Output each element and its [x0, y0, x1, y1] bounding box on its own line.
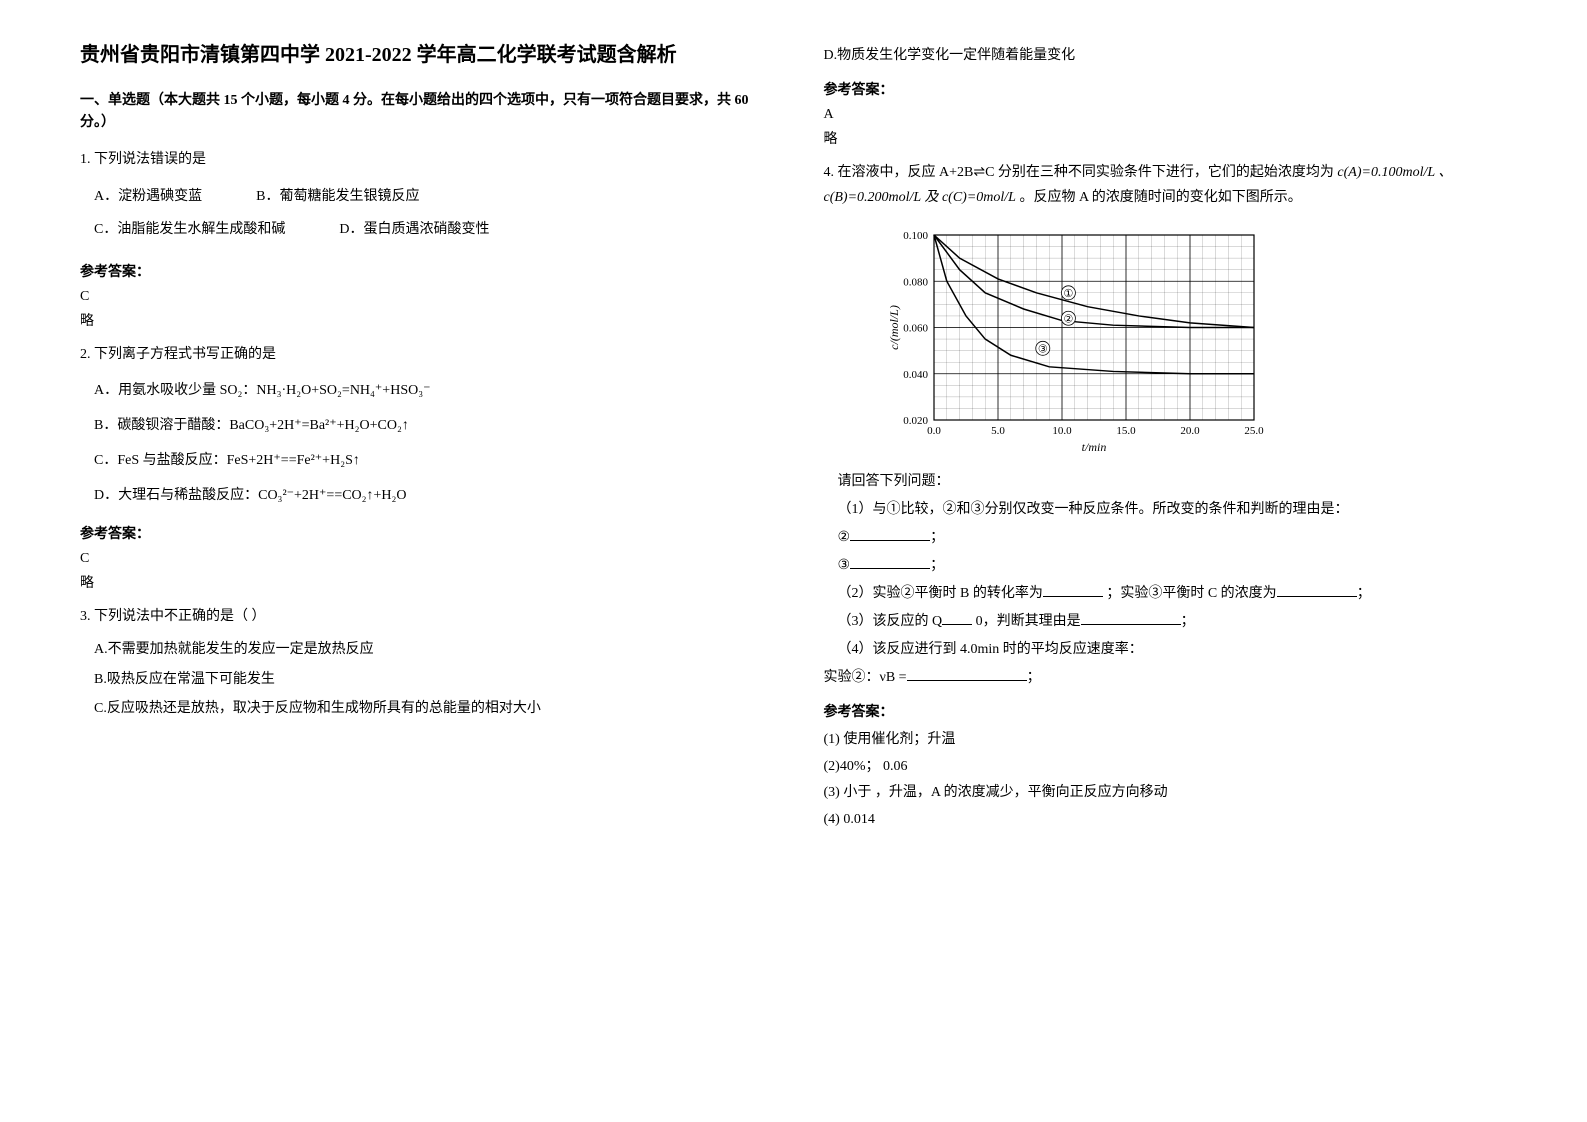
q4-sub3: （3）该反应的 Q 0，判断其理由是；: [824, 610, 1508, 630]
q1-row1: A．淀粉遇碘变蓝 B．葡萄糖能发生银镜反应: [80, 180, 764, 213]
section-heading: 一、单选题（本大题共 15 个小题，每小题 4 分。在每小题给出的四个选项中，只…: [80, 90, 764, 135]
blank: [1081, 611, 1181, 625]
q4-sub2-p1: （2）实验②平衡时 B 的转化率为: [838, 586, 1043, 601]
q2-optC: C．FeS 与盐酸反应：FeS+2H⁺==Fe²⁺+H₂S↑: [80, 448, 764, 473]
q3-num: 3.: [80, 609, 91, 624]
q1-optB: B．葡萄糖能发生银镜反应: [242, 184, 419, 209]
right-column: D.物质发生化学变化一定伴随着能量变化 参考答案： A 略 4. 在溶液中，反应…: [794, 40, 1538, 1082]
q1-stem: 下列说法错误的是: [94, 152, 206, 167]
q4-sub4-exp-label: 实验②：νB =: [824, 670, 907, 685]
svg-text:③: ③: [1037, 344, 1047, 356]
q2-num: 2.: [80, 347, 91, 362]
q2-stem: 下列离子方程式书写正确的是: [94, 347, 276, 362]
svg-text:0.040: 0.040: [903, 369, 928, 381]
svg-text:②: ②: [1063, 314, 1073, 326]
q3-answer-label: 参考答案：: [824, 79, 1508, 99]
svg-text:0.100: 0.100: [903, 230, 928, 242]
blank: [850, 555, 930, 569]
q3-optC: C.反应吸热还是放热，取决于反应物和生成物所具有的总能量的相对大小: [80, 696, 764, 721]
q3-answer: A: [824, 107, 1508, 123]
blank: [1277, 583, 1357, 597]
q2-optD: D．大理石与稀盐酸反应：CO₃²⁻+2H⁺==CO₂↑+H₂O: [80, 483, 764, 508]
q4-sub1: （1）与①比较，②和③分别仅改变一种反应条件。所改变的条件和判断的理由是：: [824, 498, 1508, 518]
question-3: 3. 下列说法中不正确的是（ ） A.不需要加热就能发生的发应一定是放热反应 B…: [80, 604, 764, 721]
svg-text:c/(mol/L): c/(mol/L): [887, 306, 901, 351]
q2-optA: A．用氨水吸收少量 SO₂：NH₃·H₂O+SO₂=NH₄⁺+HSO₃⁻: [80, 378, 764, 403]
q2-answer-label: 参考答案：: [80, 523, 764, 543]
svg-text:15.0: 15.0: [1116, 425, 1136, 437]
question-2: 2. 下列离子方程式书写正确的是 A．用氨水吸收少量 SO₂：NH₃·H₂O+S…: [80, 342, 764, 508]
blank: [942, 611, 972, 625]
q4-sub4-exp: 实验②：νB =；: [824, 666, 1508, 686]
q4-sub2: （2）实验②平衡时 B 的转化率为 ；实验③平衡时 C 的浓度为；: [824, 582, 1508, 602]
q4-sub2-p2: ；实验③平衡时 C 的浓度为: [1106, 586, 1276, 601]
exam-title: 贵州省贵阳市清镇第四中学 2021-2022 学年高二化学联考试题含解析: [80, 40, 764, 70]
q4-subheading: 请回答下列问题：: [824, 470, 1508, 490]
chart-svg: 0.0 5.0 10.0 15.0 20.0 25.0 0.020 0.040 0.060 0.0…: [884, 225, 1264, 455]
q1-optD: D．蛋白质遇浓硝酸变性: [325, 217, 489, 242]
question-1: 1. 下列说法错误的是 A．淀粉遇碘变蓝 B．葡萄糖能发生银镜反应 C．油脂能发…: [80, 147, 764, 247]
q3-optD: D.物质发生化学变化一定伴随着能量变化: [824, 44, 1508, 64]
q3-optA: A.不需要加热就能发生的发应一定是放热反应: [80, 637, 764, 662]
concentration-chart: 0.0 5.0 10.0 15.0 20.0 25.0 0.020 0.040 0.060 0.0…: [884, 225, 1508, 455]
q4-a1: (1) 使用催化剂；升温: [824, 729, 1508, 751]
q1-num: 1.: [80, 152, 91, 167]
svg-text:0.060: 0.060: [903, 323, 928, 335]
svg-text:0.0: 0.0: [927, 425, 941, 437]
blank: [850, 527, 930, 541]
svg-text:①: ①: [1063, 288, 1073, 300]
q3-text: 3. 下列说法中不正确的是（ ）: [80, 604, 764, 629]
q1-answer: C: [80, 289, 764, 305]
q4-sub1-2: ②；: [824, 526, 1508, 546]
q4-a4: (4) 0.014: [824, 809, 1508, 831]
question-4: 4. 在溶液中，反应 A+2B⇌C 分别在三种不同实验条件下进行，它们的起始浓度…: [824, 160, 1508, 210]
q4-sub1-3-label: ③: [838, 558, 851, 573]
svg-text:0.020: 0.020: [903, 415, 928, 427]
q4-text: 4. 在溶液中，反应 A+2B⇌C 分别在三种不同实验条件下进行，它们的起始浓度…: [824, 160, 1508, 210]
q3-stem: 下列说法中不正确的是（ ）: [94, 609, 266, 624]
q4-sub3-p2: 0，判断其理由是: [976, 614, 1081, 629]
q4-a3: (3) 小于 ，升温，A 的浓度减少，平衡向正反应方向移动: [824, 782, 1508, 804]
q4-part1: 在溶液中，反应 A+2B⇌C 分别在三种不同实验条件下进行，它们的起始浓度均为: [838, 165, 1334, 180]
q4-answer-label: 参考答案：: [824, 701, 1508, 721]
q2-optB: B．碳酸钡溶于醋酸：BaCO₃+2H⁺=Ba²⁺+H₂O+CO₂↑: [80, 413, 764, 438]
left-column: 贵州省贵阳市清镇第四中学 2021-2022 学年高二化学联考试题含解析 一、单…: [50, 40, 794, 1082]
q4-sub1-3: ③；: [824, 554, 1508, 574]
q4-a2: (2)40%； 0.06: [824, 756, 1508, 778]
svg-text:0.080: 0.080: [903, 277, 928, 289]
svg-text:25.0: 25.0: [1244, 425, 1264, 437]
q4-num: 4.: [824, 165, 835, 180]
q2-note: 略: [80, 572, 764, 592]
svg-text:t/min: t/min: [1081, 440, 1106, 454]
q3-optB: B.吸热反应在常温下可能发生: [80, 667, 764, 692]
q2-text: 2. 下列离子方程式书写正确的是: [80, 342, 764, 367]
q2-answer: C: [80, 551, 764, 567]
q1-note: 略: [80, 310, 764, 330]
q4-sub1-2-label: ②: [838, 530, 851, 545]
q4-part3: 。反应物 A 的浓度随时间的变化如下图所示。: [1019, 190, 1301, 205]
q1-text: 1. 下列说法错误的是: [80, 147, 764, 172]
q1-answer-label: 参考答案：: [80, 261, 764, 281]
q3-note: 略: [824, 128, 1508, 148]
q4-sub4: （4）该反应进行到 4.0min 时的平均反应速度率：: [824, 638, 1508, 658]
q1-row2: C．油脂能发生水解生成酸和碱 D．蛋白质遇浓硝酸变性: [80, 213, 764, 246]
svg-text:5.0: 5.0: [991, 425, 1005, 437]
q1-optC: C．油脂能发生水解生成酸和碱: [80, 217, 285, 242]
svg-text:10.0: 10.0: [1052, 425, 1072, 437]
svg-text:20.0: 20.0: [1180, 425, 1200, 437]
q4-sub3-p1: （3）该反应的 Q: [838, 614, 943, 629]
q1-optA: A．淀粉遇碘变蓝: [80, 184, 202, 209]
blank: [907, 667, 1027, 681]
blank: [1043, 583, 1103, 597]
